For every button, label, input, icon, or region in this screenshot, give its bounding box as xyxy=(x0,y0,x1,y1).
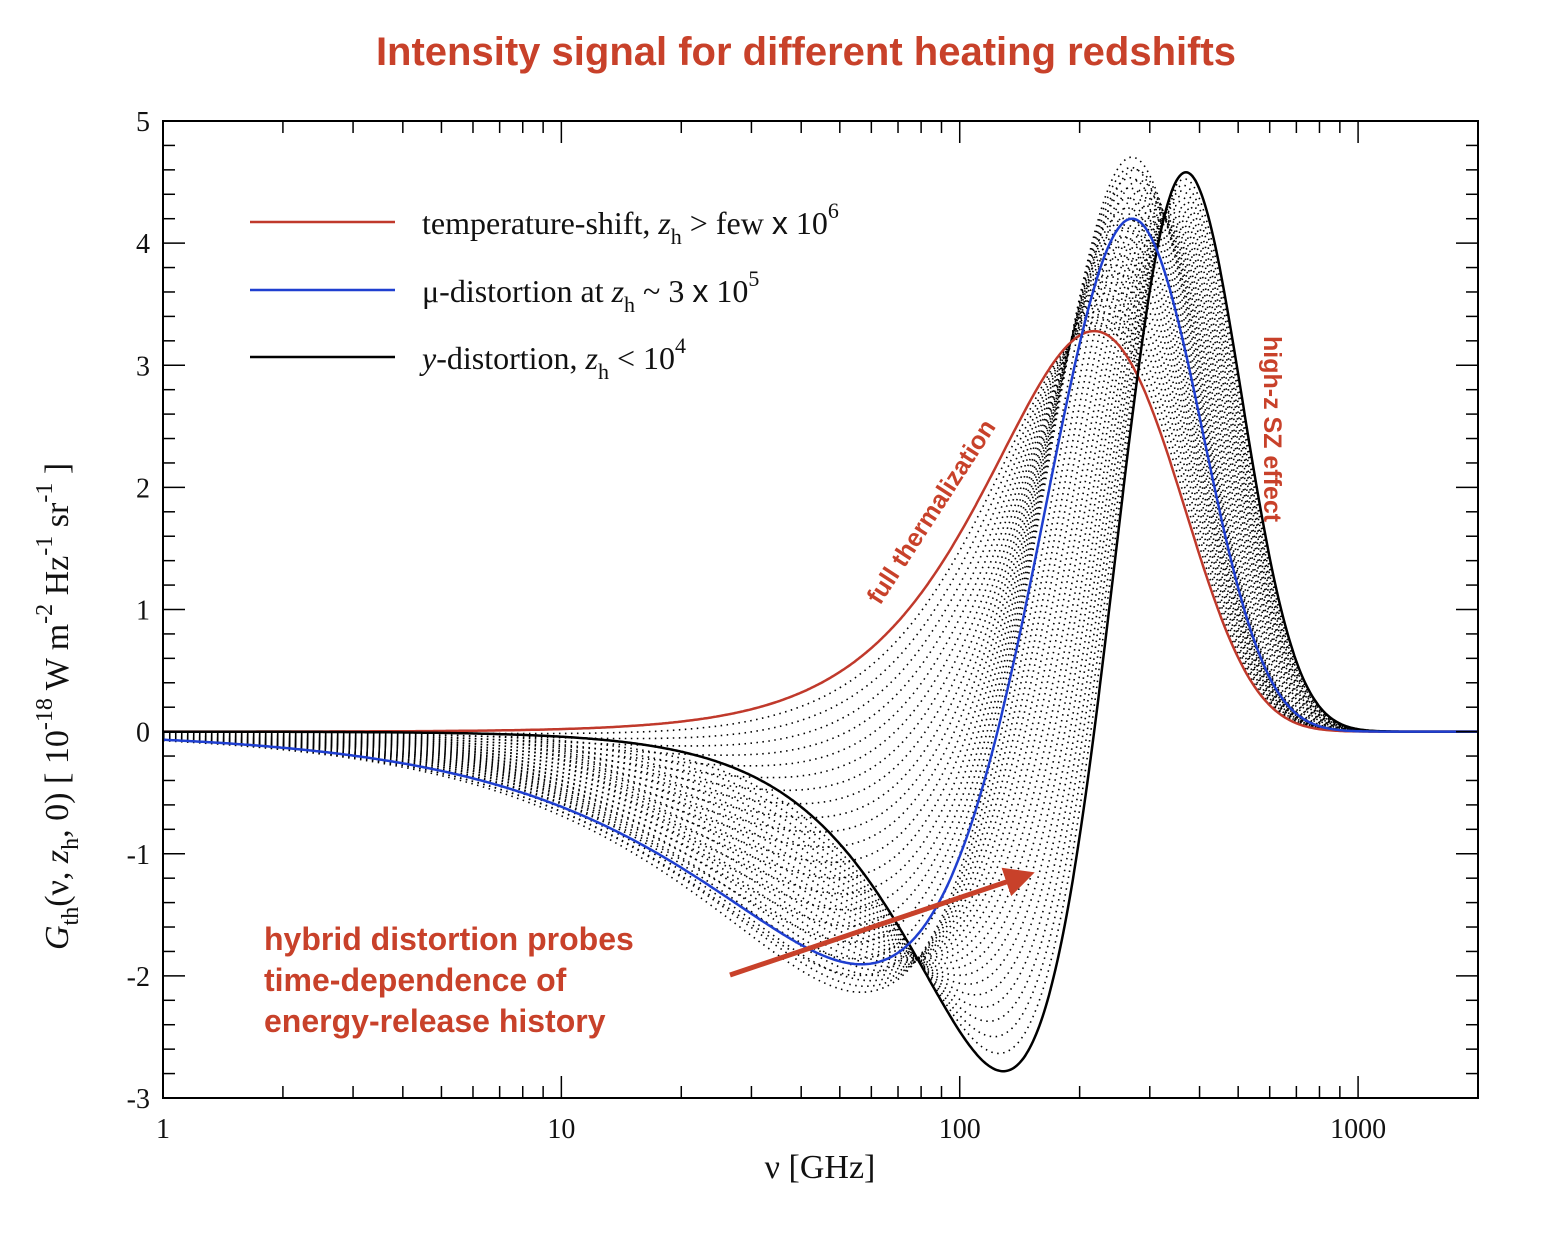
x-axis-title: ν [GHz] xyxy=(765,1149,876,1186)
hybrid-distortion-curve xyxy=(162,179,1478,982)
hybrid-distortion-curve xyxy=(163,166,1478,977)
hybrid-distortion-curve xyxy=(162,200,1478,996)
hybrid-distortion-curve xyxy=(162,208,1478,977)
hybrid-distortion-curves xyxy=(162,156,1478,1055)
hybrid-distortion-curve xyxy=(163,217,1478,895)
hybrid-distortion-curve xyxy=(162,226,1478,879)
hybrid-distortion-curve xyxy=(162,208,1478,964)
hybrid-distortion-curve xyxy=(162,156,1478,993)
hybrid-distortion-curve xyxy=(163,190,1478,1023)
x-tick-label: 1 xyxy=(156,1114,170,1145)
hybrid-distortion-curve xyxy=(163,214,1478,960)
y-tick-label: -1 xyxy=(127,840,150,871)
hybrid-distortion-curve xyxy=(163,211,1478,970)
legend-label-temperature-shift: temperature-shift, zh > few x 106 xyxy=(422,198,839,249)
annotation-high-z-sz-effect: high-z SZ effect xyxy=(1258,336,1286,523)
x-tick-label: 1000 xyxy=(1330,1114,1386,1145)
hybrid-distortion-curve xyxy=(163,281,1478,792)
hybrid-distortion-curve xyxy=(162,213,1478,965)
hybrid-distortion-curve xyxy=(162,207,1478,911)
annotation-hybrid-distortion: hybrid distortion probes time-dependence… xyxy=(264,921,643,1039)
axis-ticks xyxy=(162,120,1479,1099)
legend-label-y-distortion: y-distortion, zh < 104 xyxy=(419,333,686,384)
y-tick-label: -3 xyxy=(127,1084,150,1115)
x-tick-label: 10 xyxy=(547,1114,575,1145)
hybrid-distortion-curve xyxy=(162,245,1478,848)
hybrid-distortion-curve xyxy=(162,168,1478,988)
hybrid-distortion-curve xyxy=(162,196,1478,972)
y-tick-label: 2 xyxy=(136,473,150,504)
hybrid-distortion-curve xyxy=(162,176,1478,960)
legend: temperature-shift, zh > few x 106 μ-dist… xyxy=(250,198,839,384)
hybrid-distortion-curve xyxy=(163,189,1478,977)
hybrid-distortion-curve xyxy=(163,203,1478,968)
y-distortion-curve xyxy=(163,171,1478,1073)
y-tick-label: 0 xyxy=(136,718,150,749)
y-tick-label: 4 xyxy=(136,229,150,260)
x-tick-label: 100 xyxy=(939,1114,981,1145)
hybrid-distortion-curve xyxy=(162,214,1478,960)
hybrid-distortion-curve xyxy=(163,236,1478,864)
y-axis-title: Gth(ν, zh, 0) [ 10-18 W m-2 Hz-1 sr-1 ] xyxy=(32,463,84,950)
legend-label-mu-distortion: μ-distortion at zh ~ 3 x 105 xyxy=(422,266,759,317)
chart-title: Intensity signal for different heating r… xyxy=(375,30,1237,74)
hybrid-distortion-curve xyxy=(163,211,1478,962)
hybrid-distortion-curve xyxy=(163,324,1478,735)
y-tick-label: 5 xyxy=(136,107,150,138)
hybrid-distortion-curve xyxy=(162,197,1478,927)
y-tick-label: 1 xyxy=(136,596,150,627)
hybrid-distortion-curve xyxy=(163,187,1478,944)
y-tick-label: 3 xyxy=(136,351,150,382)
mu-distortion-curve xyxy=(162,217,1478,966)
main-curves xyxy=(162,171,1478,1073)
annotation-arrow xyxy=(729,867,1035,978)
y-tick-label: -2 xyxy=(127,962,150,993)
hybrid-distortion-curve xyxy=(163,319,1478,740)
hybrid-distortion-curve xyxy=(163,255,1478,834)
hybrid-distortion-curve xyxy=(163,214,1478,962)
hybrid-distortion-curve xyxy=(163,204,1478,986)
